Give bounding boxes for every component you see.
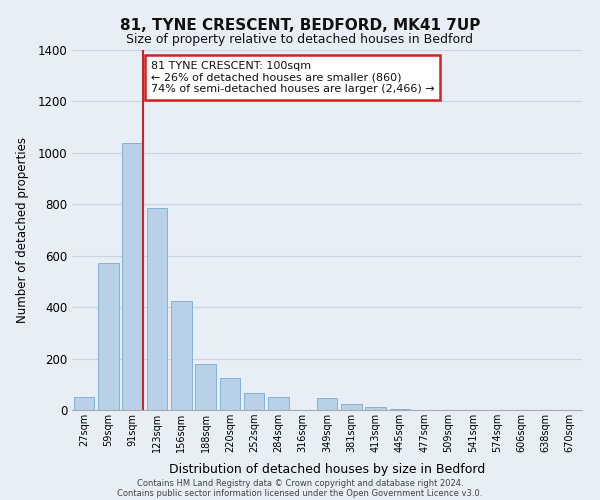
Bar	[389, 408, 410, 410]
Text: Contains HM Land Registry data © Crown copyright and database right 2024.: Contains HM Land Registry data © Crown c…	[137, 478, 463, 488]
Bar	[317, 398, 337, 410]
Bar	[122, 142, 143, 410]
Y-axis label: Number of detached properties: Number of detached properties	[16, 137, 29, 323]
Bar	[146, 208, 167, 410]
Bar	[74, 397, 94, 410]
Text: 81 TYNE CRESCENT: 100sqm
← 26% of detached houses are smaller (860)
74% of semi-: 81 TYNE CRESCENT: 100sqm ← 26% of detach…	[151, 61, 434, 94]
Bar	[365, 407, 386, 410]
Bar	[244, 394, 265, 410]
Text: Contains public sector information licensed under the Open Government Licence v3: Contains public sector information licen…	[118, 488, 482, 498]
Bar	[171, 300, 191, 410]
X-axis label: Distribution of detached houses by size in Bedford: Distribution of detached houses by size …	[169, 464, 485, 476]
Text: Size of property relative to detached houses in Bedford: Size of property relative to detached ho…	[127, 32, 473, 46]
Bar	[220, 378, 240, 410]
Bar	[268, 397, 289, 410]
Bar	[195, 364, 216, 410]
Text: 81, TYNE CRESCENT, BEDFORD, MK41 7UP: 81, TYNE CRESCENT, BEDFORD, MK41 7UP	[120, 18, 480, 32]
Bar	[341, 404, 362, 410]
Bar	[98, 264, 119, 410]
